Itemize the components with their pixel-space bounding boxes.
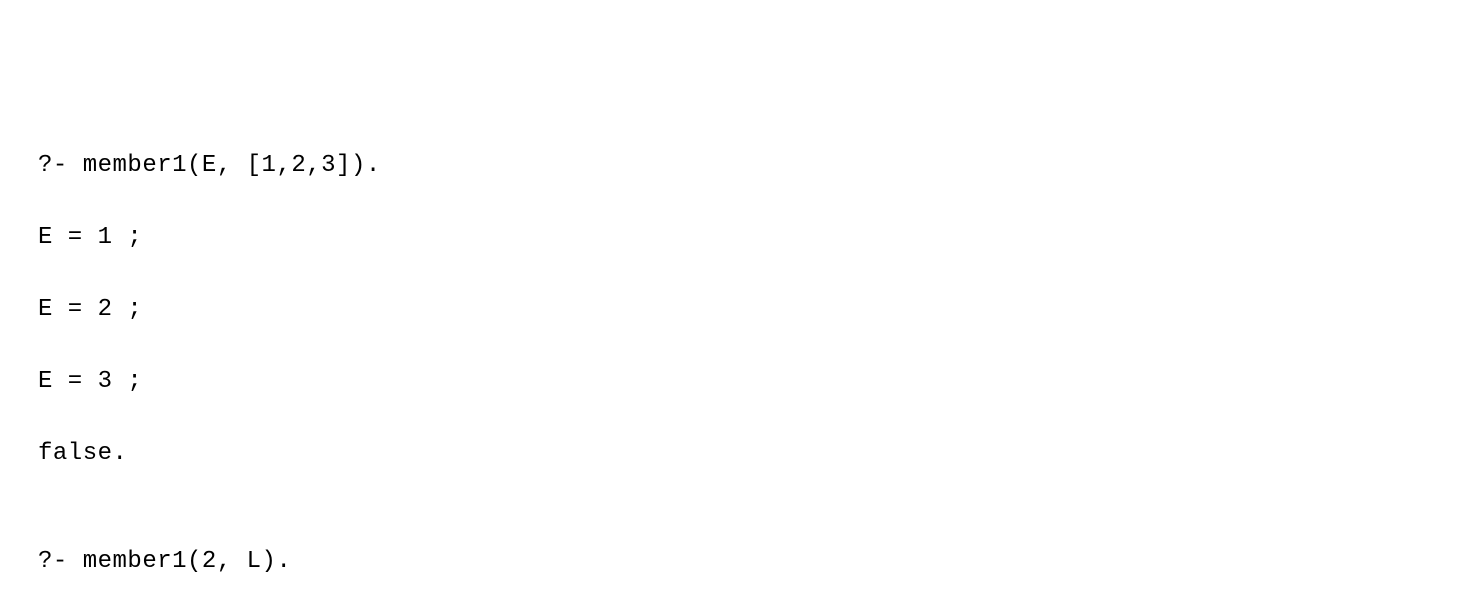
- terminal-line: E = 2 ;: [38, 292, 1432, 328]
- terminal-line: ?- member1(2, L).: [38, 544, 1432, 580]
- terminal-line: E = 1 ;: [38, 220, 1432, 256]
- terminal-line: E = 3 ;: [38, 364, 1432, 400]
- terminal-line: ?- member1(E, [1,2,3]).: [38, 148, 1432, 184]
- terminal-line: false.: [38, 436, 1432, 472]
